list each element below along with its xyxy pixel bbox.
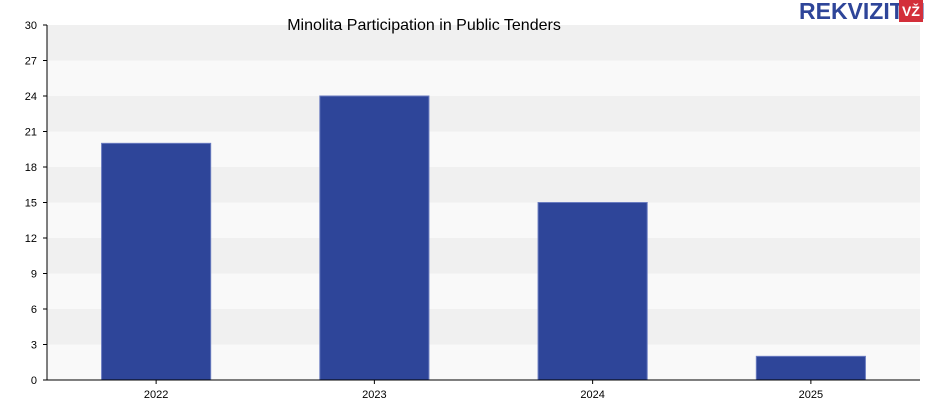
bar-2025 xyxy=(755,355,866,381)
x-tick-label: 2022 xyxy=(144,389,168,400)
y-axis-ticks: 0 3 6 9 12 15 18 21 24 27 30 xyxy=(25,20,47,387)
x-tick-label: 2024 xyxy=(580,389,604,400)
chart-title: Minolita Participation in Public Tenders xyxy=(287,17,561,34)
x-tick-label: 2025 xyxy=(799,389,823,400)
y-tick-label: 18 xyxy=(25,162,37,174)
rekvizitai-logo: REKVIZITAI VŽ xyxy=(799,0,925,24)
y-tick-label: 6 xyxy=(31,304,37,316)
bar-2023 xyxy=(319,95,430,381)
bars xyxy=(101,95,866,381)
x-tick-label: 2023 xyxy=(362,389,386,400)
y-tick-label: 15 xyxy=(25,198,37,210)
bar-2024 xyxy=(537,202,648,381)
bar-2022 xyxy=(101,142,212,381)
y-tick-label: 27 xyxy=(25,56,37,68)
y-tick-label: 0 xyxy=(31,375,37,387)
grid-band xyxy=(47,25,920,61)
logo-badge-text: VŽ xyxy=(902,2,920,19)
y-tick-label: 30 xyxy=(25,20,37,32)
grid-band xyxy=(47,60,920,96)
logo-badge xyxy=(899,0,923,22)
y-tick-label: 24 xyxy=(25,91,37,103)
y-tick-label: 21 xyxy=(25,127,37,139)
x-axis-ticks: 2022 2023 2024 2025 xyxy=(144,380,823,400)
y-tick-label: 12 xyxy=(25,233,37,245)
y-tick-label: 3 xyxy=(31,340,37,352)
y-tick-label: 9 xyxy=(31,269,37,281)
grid-band xyxy=(47,96,920,132)
